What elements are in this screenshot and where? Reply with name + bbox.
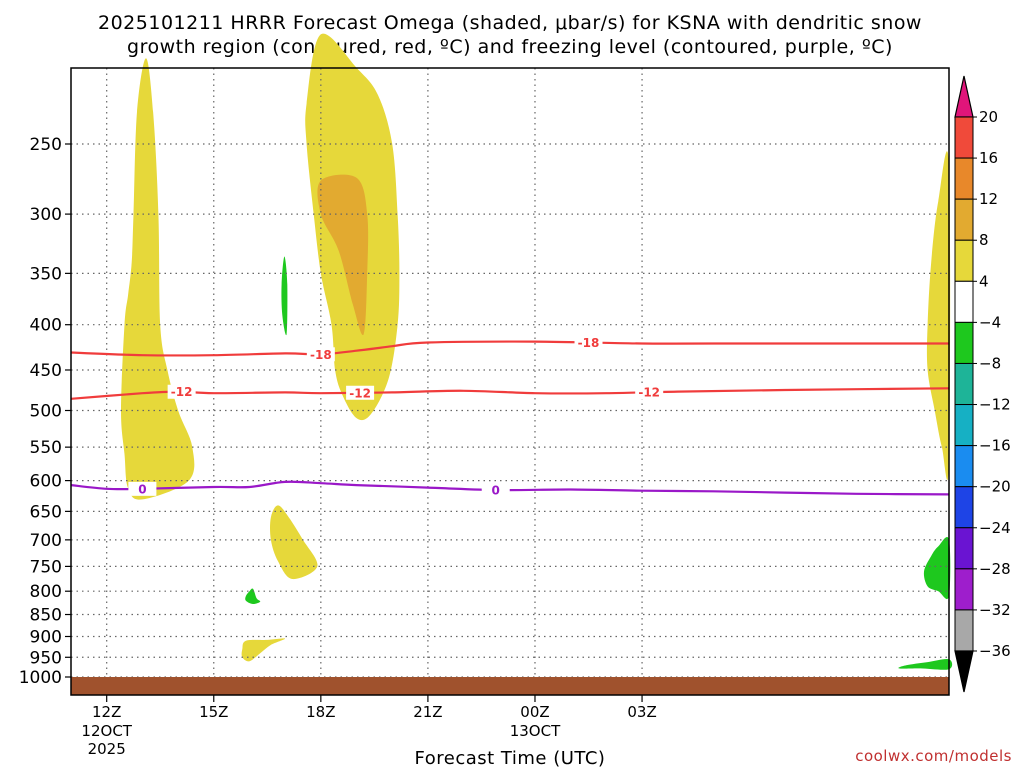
contour-label--12-1: -12	[349, 386, 371, 400]
colorbar-tick-label-8: −16	[979, 437, 1011, 455]
colorbar-block-9	[954, 486, 974, 529]
y-tick-label-450: 450	[30, 361, 62, 381]
omega-shading-layer	[121, 33, 953, 670]
colorbar-block-10	[954, 527, 974, 570]
contour-label-bg-0-0	[128, 481, 157, 496]
y-tick-label-900: 900	[30, 627, 62, 647]
x-tick-label-18Z-0: 18Z	[306, 703, 335, 721]
colorbar-tick-label-5: −4	[979, 313, 1001, 331]
x-tick-label-12Z-1: 12OCT	[81, 722, 132, 740]
colorbar-tick-label-11: −28	[979, 560, 1011, 578]
y-tick-label-350: 350	[30, 264, 62, 284]
contour-label--18-0: -18	[310, 348, 332, 362]
contour--18	[70, 340, 949, 357]
colorbar-bottom-triangle	[954, 650, 974, 693]
y-tick-label-1000: 1000	[19, 668, 62, 688]
colorbar-block-4	[954, 280, 974, 323]
y-tick-label-850: 850	[30, 606, 62, 626]
y-tick-label-750: 750	[30, 557, 62, 577]
omega-region-orange-core	[317, 174, 369, 336]
colorbar-block-7	[954, 404, 974, 447]
colorbar-tick-label-1: 16	[979, 149, 998, 167]
colorbar-tick-label-7: −12	[979, 396, 1011, 414]
colorbar-tick-label-0: 20	[979, 108, 998, 126]
x-tick-label-12Z-0: 12Z	[92, 703, 121, 721]
y-axis: 2503003504004505005506006507007508008509…	[19, 135, 71, 688]
colorbar-block-11	[954, 568, 974, 611]
colorbar-block-8	[954, 445, 974, 488]
colorbar-tick-label-9: −20	[979, 478, 1011, 496]
omega-region-yellow-narrow-column	[121, 58, 195, 500]
colorbar-top-triangle	[954, 75, 974, 118]
x-tick-label-00Z-1: 13OCT	[510, 722, 561, 740]
colorbar-tick-label-4: 4	[979, 272, 989, 290]
omega-region-green-small-dot	[245, 588, 261, 605]
y-tick-label-650: 650	[30, 502, 62, 522]
plot-frame	[70, 67, 950, 696]
y-tick-label-400: 400	[30, 316, 62, 336]
contour-label-bg--12-0	[167, 384, 196, 399]
y-tick-label-500: 500	[30, 402, 62, 422]
plot-background	[71, 68, 949, 695]
omega-region-yellow-right-edge	[926, 151, 951, 481]
contour-label-bg--18-0	[306, 347, 335, 362]
contour-label--12-2: -12	[638, 386, 660, 400]
omega-region-green-upper-sliver	[281, 256, 288, 336]
contour-label-bg--18-1	[574, 335, 603, 350]
plot-area: -18 -18 -12 -12 -12 0 0	[70, 33, 953, 696]
contour-label-0-1: 0	[492, 483, 500, 497]
contour-label-bg-0-1	[481, 482, 510, 497]
chart-title-line1: 2025101211 HRRR Forecast Omega (shaded, …	[98, 12, 922, 34]
credit-text: coolwx.com/models	[855, 747, 1012, 765]
chart-title-line2: growth region (contoured, red, ºC) and f…	[127, 36, 893, 58]
colorbar-block-3	[954, 239, 974, 282]
colorbar: 20 16 12 8 4 −4 −8 −12 −16 −20 −24 −28 −32 −36	[954, 75, 1011, 693]
colorbar-tick-label-10: −24	[979, 519, 1011, 537]
omega-region-green-right-lobe	[923, 537, 951, 600]
colorbar-tick-label-2: 12	[979, 190, 998, 208]
colorbar-tick-label-12: −32	[979, 601, 1011, 619]
omega-region-yellow-mid-blob	[270, 505, 318, 580]
colorbar-tick-label-3: 8	[979, 231, 989, 249]
colorbar-block-12	[954, 609, 974, 652]
y-tick-label-600: 600	[30, 472, 62, 492]
x-tick-label-12Z-2: 2025	[88, 740, 126, 758]
contour-label-bg--12-1	[346, 385, 375, 400]
omega-region-green-bottom-sliver	[898, 659, 953, 670]
contour-label--12-0: -12	[171, 385, 193, 399]
colorbar-block-2	[954, 198, 974, 241]
omega-region-yellow-low-wisp	[241, 638, 286, 662]
y-tick-label-800: 800	[30, 582, 62, 602]
colorbar-tick-label-13: −36	[979, 642, 1011, 660]
y-tick-label-700: 700	[30, 531, 62, 551]
y-tick-label-550: 550	[30, 438, 62, 458]
x-tick-label-15Z-0: 15Z	[199, 703, 228, 721]
terrain-bar	[71, 677, 949, 695]
x-axis-label: Forecast Time (UTC)	[415, 748, 606, 768]
y-tick-label-950: 950	[30, 648, 62, 668]
contour-label--18-1: -18	[578, 336, 600, 350]
contour-layer: -18 -18 -12 -12 -12 0 0	[70, 335, 950, 497]
y-tick-label-250: 250	[30, 135, 62, 155]
colorbar-tick-label-6: −8	[979, 354, 1001, 372]
x-tick-label-00Z-0: 00Z	[520, 703, 549, 721]
colorbar-block-1	[954, 157, 974, 200]
contour-label-bg--12-2	[635, 385, 664, 400]
x-tick-label-21Z-0: 21Z	[413, 703, 442, 721]
contour-0	[70, 480, 950, 496]
y-tick-label-300: 300	[30, 205, 62, 225]
colorbar-block-5	[954, 321, 974, 364]
x-tick-label-03Z-0: 03Z	[627, 703, 656, 721]
colorbar-block-0	[954, 116, 974, 159]
contour-label-0-0: 0	[138, 482, 146, 496]
colorbar-block-6	[954, 362, 974, 406]
